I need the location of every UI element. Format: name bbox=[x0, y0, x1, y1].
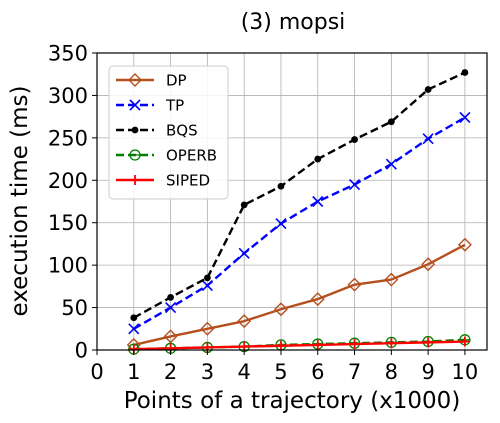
data-point-tp bbox=[312, 195, 324, 208]
x-tick-labels: 0 1 2 3 4 5 6 7 8 9 10 bbox=[90, 350, 478, 384]
y-tick-labels: 0 50 100 150 200 250 300 350 bbox=[48, 42, 97, 363]
series-line-dp bbox=[133, 243, 466, 347]
data-point-bqs bbox=[387, 118, 395, 126]
data-point-tp bbox=[459, 111, 471, 124]
legend: DP TP BQS OPERB SIPED bbox=[108, 65, 229, 200]
x-tick-label: 8 bbox=[385, 360, 398, 384]
legend-label-operb: OPERB bbox=[166, 147, 217, 165]
data-point-bqs bbox=[461, 69, 469, 76]
data-point-bqs bbox=[130, 314, 138, 322]
marker-stroke bbox=[422, 133, 434, 145]
y-tick-label: 300 bbox=[48, 84, 88, 108]
marker-stroke bbox=[165, 302, 177, 314]
marker-stroke bbox=[312, 195, 324, 208]
y-tick-label: 250 bbox=[48, 126, 88, 150]
data-point-bqs bbox=[314, 155, 322, 163]
data-point-siped bbox=[349, 339, 360, 350]
y-tick-label: 150 bbox=[48, 211, 88, 235]
data-point-tp bbox=[348, 178, 361, 191]
legend-item-dp: DP bbox=[116, 72, 187, 90]
x-axis-label: Points of a trajectory (x1000) bbox=[124, 388, 461, 414]
x-tick-label: 2 bbox=[164, 360, 177, 384]
data-point-tp bbox=[422, 133, 434, 145]
legend-box bbox=[108, 65, 229, 200]
marker-stroke bbox=[275, 217, 287, 230]
data-point-dp bbox=[273, 302, 288, 317]
x-tick-label: 9 bbox=[421, 360, 434, 384]
legend-label-tp: TP bbox=[165, 97, 184, 115]
x-tick-label: 4 bbox=[237, 360, 250, 384]
data-point-bqs bbox=[424, 86, 432, 93]
x-tick-label: 0 bbox=[90, 360, 103, 384]
y-tick-label: 50 bbox=[61, 296, 88, 320]
data-point-bqs bbox=[277, 182, 285, 190]
marker-stroke bbox=[238, 247, 250, 259]
legend-item-operb: OPERB bbox=[116, 147, 217, 165]
data-point-dp bbox=[421, 257, 436, 272]
data-point-bqs bbox=[167, 293, 174, 301]
legend-label-bqs: BQS bbox=[166, 122, 198, 140]
data-point-bqs bbox=[351, 136, 358, 143]
x-tick-label: 5 bbox=[274, 360, 287, 384]
y-tick-label: 0 bbox=[75, 339, 88, 363]
data-point-bqs bbox=[240, 201, 248, 209]
series-tp bbox=[128, 111, 471, 335]
data-point-dp bbox=[457, 237, 472, 252]
chart-title: (3) mopsi bbox=[241, 10, 346, 35]
plot-frame bbox=[96, 52, 488, 351]
x-tick-label: 1 bbox=[127, 360, 140, 384]
y-tick-label: 350 bbox=[48, 42, 88, 66]
series-line-bqs bbox=[133, 71, 466, 319]
data-point-siped bbox=[459, 336, 470, 347]
legend-item-siped: SIPED bbox=[116, 172, 210, 190]
series-layer bbox=[126, 69, 472, 355]
data-point-siped bbox=[275, 340, 286, 351]
data-point-siped bbox=[312, 339, 323, 350]
data-point-bqs bbox=[203, 274, 211, 282]
x-tick-label: 6 bbox=[311, 360, 324, 384]
legend-label-dp: DP bbox=[166, 72, 187, 90]
series-bqs bbox=[130, 69, 469, 322]
legend-label-siped: SIPED bbox=[166, 172, 210, 190]
data-point-dp bbox=[384, 272, 399, 287]
legend-item-tp: TP bbox=[116, 97, 184, 115]
data-point-siped bbox=[386, 338, 397, 349]
series-line-tp bbox=[133, 116, 466, 330]
data-point-tp bbox=[238, 247, 250, 259]
marker-stroke bbox=[348, 178, 361, 191]
series-line-siped bbox=[133, 340, 465, 351]
x-tick-label: 10 bbox=[452, 360, 479, 384]
y-tick-label: 100 bbox=[48, 254, 88, 278]
x-tick-label: 7 bbox=[348, 360, 361, 384]
legend-marker-bqs bbox=[131, 126, 139, 134]
legend-marker-tp bbox=[129, 99, 141, 111]
series-siped bbox=[128, 336, 470, 355]
data-point-dp bbox=[200, 321, 215, 336]
y-tick-label: 200 bbox=[48, 169, 88, 193]
data-point-tp bbox=[275, 217, 287, 230]
y-axis-label: execution time (ms) bbox=[7, 86, 33, 317]
data-point-tp bbox=[201, 279, 213, 292]
marker-stroke bbox=[459, 111, 471, 124]
series-dp bbox=[126, 237, 472, 352]
x-tick-label: 3 bbox=[201, 360, 214, 384]
marker-stroke bbox=[385, 158, 397, 170]
data-point-dp bbox=[310, 292, 325, 307]
legend-marker-operb bbox=[129, 149, 141, 161]
legend-marker-siped bbox=[130, 175, 140, 185]
data-point-dp bbox=[237, 314, 252, 329]
data-point-dp bbox=[163, 329, 178, 344]
data-point-dp bbox=[347, 277, 362, 292]
marker-stroke bbox=[129, 99, 141, 111]
legend-item-bqs: BQS bbox=[116, 122, 198, 140]
data-point-tp bbox=[385, 158, 397, 170]
data-point-siped bbox=[423, 337, 434, 348]
marker-stroke bbox=[201, 279, 213, 292]
data-point-tp bbox=[128, 323, 140, 335]
legend-marker-dp bbox=[128, 73, 142, 87]
data-point-tp bbox=[165, 302, 177, 314]
marker-stroke bbox=[128, 323, 140, 335]
